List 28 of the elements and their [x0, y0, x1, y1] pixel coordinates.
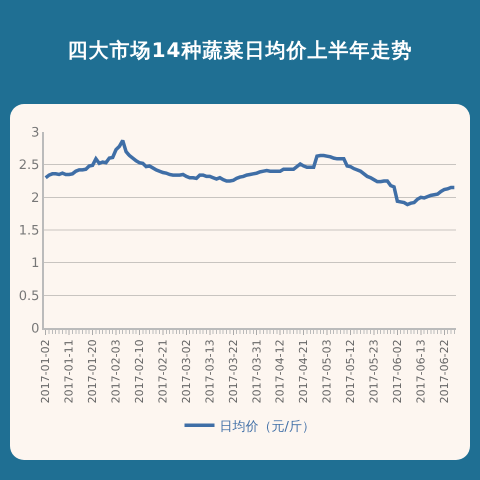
- chart-title: 四大市场14种蔬菜日均价上半年走势: [68, 36, 412, 64]
- line-series: [44, 138, 456, 206]
- x-tick-label: 2017-06-22: [438, 339, 451, 404]
- x-tick-label: 2017-05-03: [320, 339, 334, 404]
- x-tick-label: 2017-03-31: [250, 339, 264, 404]
- x-tick-label: 2017-02-10: [133, 339, 146, 404]
- x-tick-label: 2017-05-12: [344, 339, 358, 404]
- y-tick-label: 3: [31, 126, 40, 141]
- y-tick-label: 1: [31, 256, 40, 272]
- x-tick-label: 2017-03-13: [203, 339, 216, 404]
- x-tick-label: 2017-01-02: [39, 339, 52, 404]
- x-tick-label: 2017-02-03: [110, 339, 123, 404]
- x-tick-label: 2017-06-02: [390, 339, 404, 404]
- x-tick-label: 2017-03-02: [180, 339, 193, 404]
- x-tick-label: 2017-05-23: [368, 339, 381, 404]
- x-tick-label: 2017-04-12: [274, 339, 287, 404]
- y-tick-label: 0: [31, 322, 40, 337]
- y-tick-label: 0.5: [18, 288, 40, 304]
- x-tick-label: 2017-02-21: [156, 339, 170, 404]
- x-tick-label: 2017-01-20: [86, 339, 100, 404]
- x-tick-label: 2017-04-21: [297, 339, 310, 404]
- y-tick-label: 2.5: [18, 158, 40, 174]
- legend-label: 日均价（元/斤）: [220, 419, 315, 434]
- x-tick-label: 2017-06-13: [414, 339, 428, 404]
- y-tick-label: 2: [31, 190, 40, 206]
- x-tick-label: 2017-01-11: [62, 339, 76, 404]
- y-tick-label: 1.5: [18, 224, 40, 239]
- x-tick-label: 2017-03-22: [226, 339, 240, 404]
